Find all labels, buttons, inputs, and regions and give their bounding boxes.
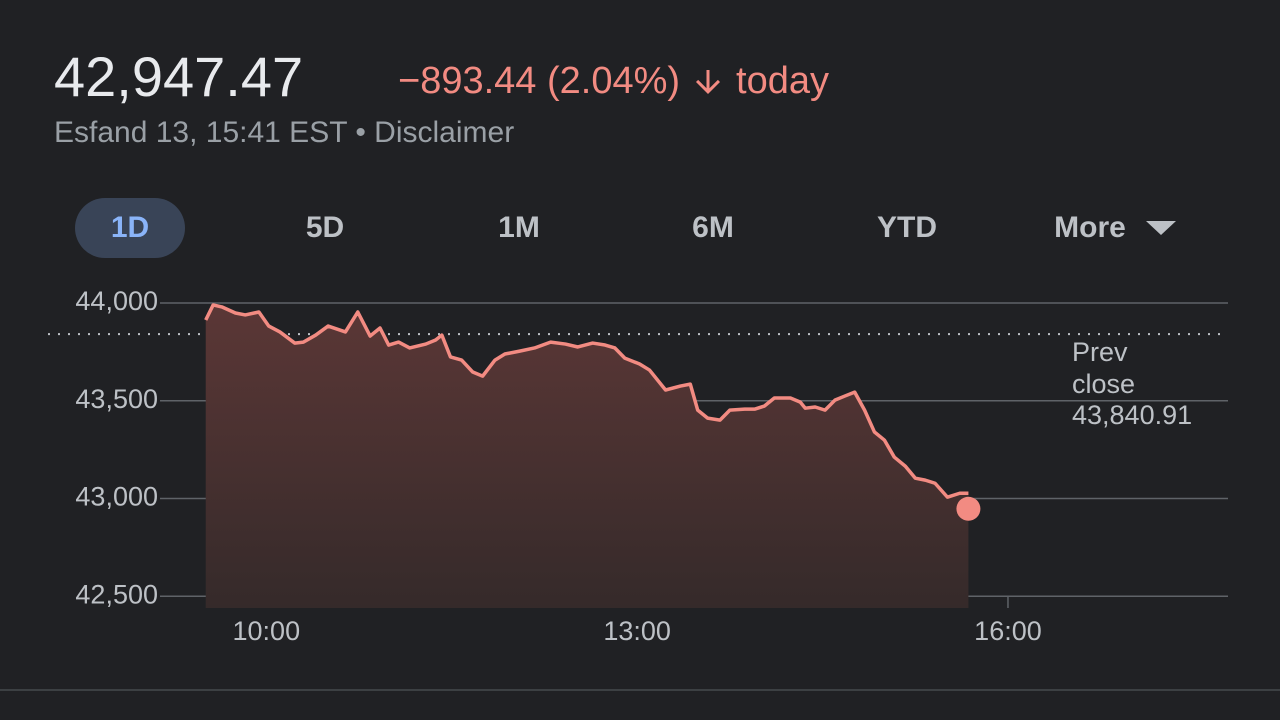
last-point [956,496,981,521]
y-tick-label: 44,000 [75,286,158,316]
tab[interactable]: 1D [75,198,185,258]
reference-name: Prev close [1072,337,1136,399]
timestamp: Esfand 13, 15:41 EST [54,116,347,149]
price: 42,947.47 [54,45,304,108]
tab[interactable]: YTD [877,211,937,244]
subline: Esfand 13, 15:41 EST • Disclaimer [54,116,515,149]
disclaimer[interactable]: Disclaimer [374,116,515,149]
tab[interactable]: More [1054,211,1126,244]
tab[interactable]: 1M [498,211,540,244]
x-tick-label: 13:00 [603,616,671,646]
dropdown-icon [1145,221,1176,235]
reference-value: 43,840.91 [1072,400,1193,430]
down-arrow [696,69,721,94]
x-tick-label: 16:00 [974,616,1042,646]
line [204,303,969,499]
change: −893.44 (2.04%) today [398,60,829,103]
period: today [736,60,829,102]
y-tick-label: 43,000 [75,482,158,512]
area [205,304,969,608]
change-value: −893.44 (2.04%) [398,60,681,102]
tab[interactable]: 5D [305,211,345,244]
more-menu[interactable]: More [1030,198,1200,258]
y-tick-label: 42,500 [75,579,158,609]
x-tick-label: 10:00 [233,616,301,646]
y-tick-label: 43,500 [75,384,158,414]
tab[interactable]: 6M [692,211,734,244]
